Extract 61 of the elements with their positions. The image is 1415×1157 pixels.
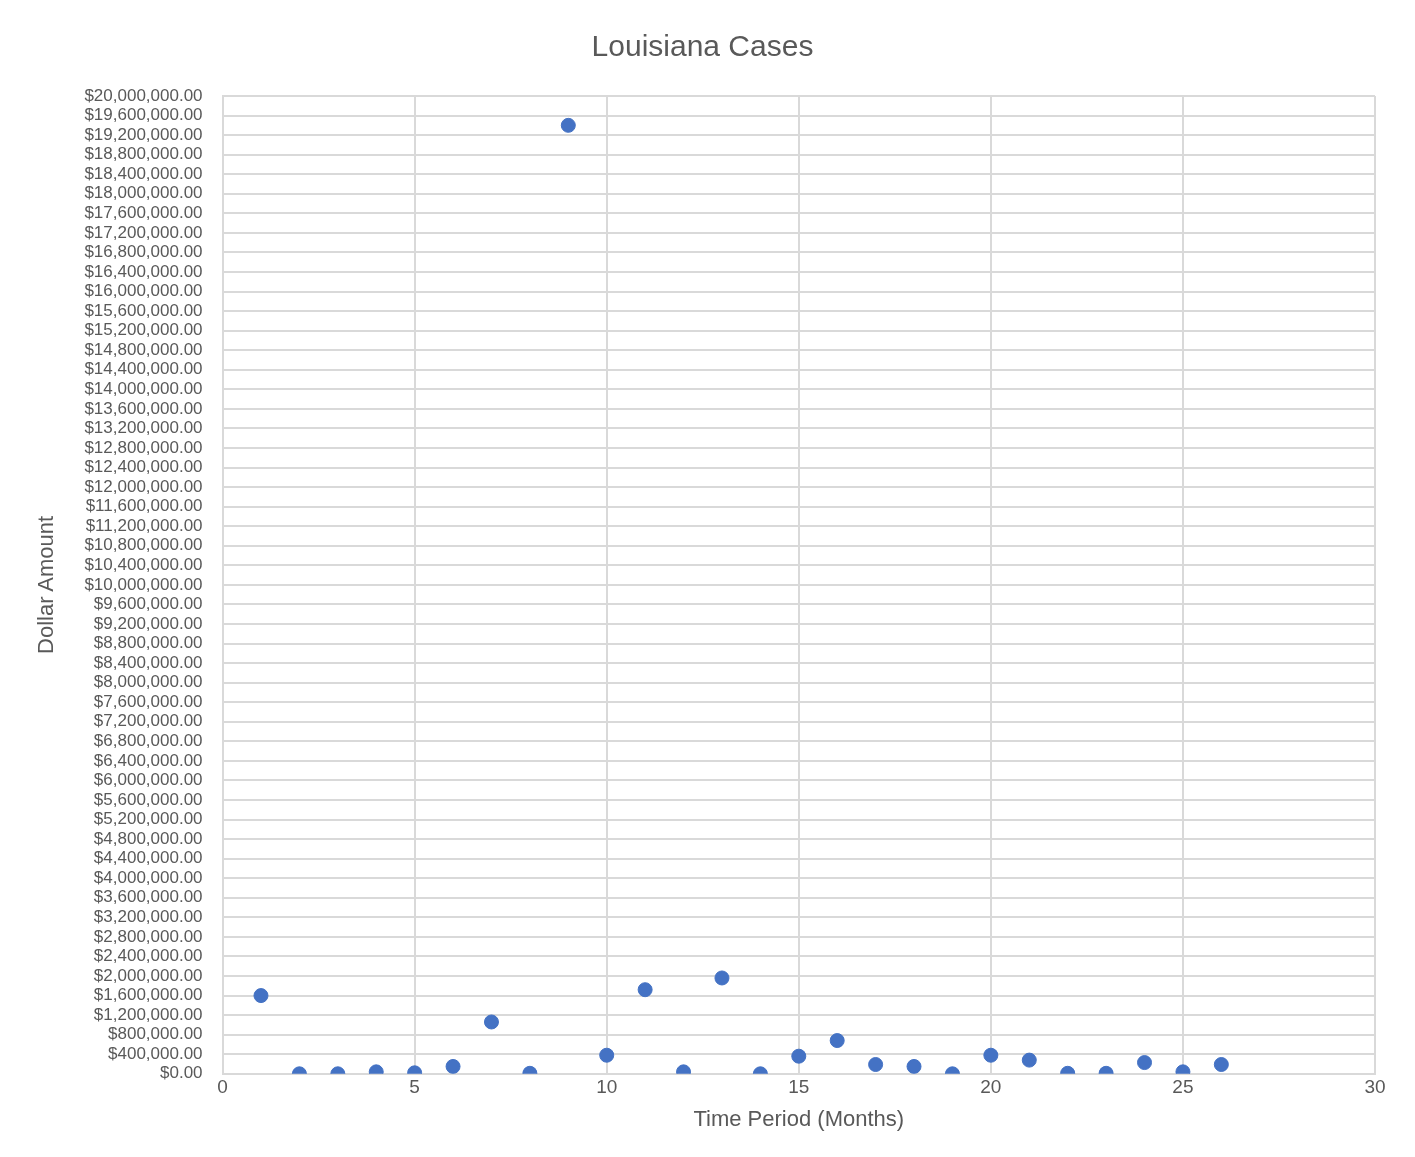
y-tick-label: $6,400,000.00 xyxy=(93,750,203,770)
y-tick-label: $20,000,000.00 xyxy=(84,85,203,105)
y-tick-label: $3,600,000.00 xyxy=(93,887,203,907)
y-tick-label: $19,600,000.00 xyxy=(84,105,203,125)
y-tick-label: $4,800,000.00 xyxy=(93,828,203,848)
y-tick-label: $11,600,000.00 xyxy=(85,496,203,516)
y-tick-label: $18,000,000.00 xyxy=(84,183,203,203)
y-tick-label: $15,600,000.00 xyxy=(84,300,203,320)
x-tick-label: 25 xyxy=(1172,1076,1194,1098)
y-tick-label: $9,600,000.00 xyxy=(93,594,203,614)
y-tick-label: $10,400,000.00 xyxy=(84,555,203,575)
y-tick-label: $4,400,000.00 xyxy=(93,848,203,868)
y-tick-label: $17,200,000.00 xyxy=(84,222,203,242)
x-tick-label: 15 xyxy=(788,1076,810,1098)
y-tick-label: $12,000,000.00 xyxy=(84,476,203,496)
y-tick-label: $3,200,000.00 xyxy=(93,907,203,927)
y-tick-label: $800,000.00 xyxy=(108,1024,203,1044)
x-tick-label: 30 xyxy=(1364,1076,1386,1098)
y-tick-label: $4,000,000.00 xyxy=(93,867,203,887)
y-tick-label: $16,400,000.00 xyxy=(84,261,203,281)
x-tick-label: 10 xyxy=(596,1076,618,1098)
y-tick-label: $8,400,000.00 xyxy=(93,652,203,672)
y-tick-label: $9,200,000.00 xyxy=(93,613,203,633)
y-tick-label: $1,600,000.00 xyxy=(93,985,203,1005)
y-tick-label: $14,400,000.00 xyxy=(84,359,203,379)
x-tick-label: 0 xyxy=(217,1076,228,1098)
y-tick-label: $18,400,000.00 xyxy=(84,163,203,183)
y-tick-label: $16,800,000.00 xyxy=(84,242,203,262)
y-tick-label: $13,600,000.00 xyxy=(84,398,203,418)
y-tick-label: $0.00 xyxy=(160,1063,203,1083)
y-tick-label: $10,800,000.00 xyxy=(84,535,203,555)
y-tick-label: $2,400,000.00 xyxy=(93,946,203,966)
y-tick-label: $6,000,000.00 xyxy=(93,770,203,790)
y-tick-label: $400,000.00 xyxy=(108,1043,203,1063)
y-tick-label: $16,000,000.00 xyxy=(84,281,203,301)
y-tick-label: $10,000,000.00 xyxy=(84,574,203,594)
y-axis-title: Dollar Amount xyxy=(33,515,59,654)
y-tick-label: $2,000,000.00 xyxy=(93,965,203,985)
x-tick-label: 20 xyxy=(980,1076,1002,1098)
y-tick-label: $13,200,000.00 xyxy=(84,418,203,438)
y-tick-label: $7,600,000.00 xyxy=(93,691,203,711)
y-tick-label: $1,200,000.00 xyxy=(93,1004,203,1024)
y-tick-label: $12,400,000.00 xyxy=(84,457,203,477)
y-tick-label: $8,800,000.00 xyxy=(93,633,203,653)
chart-title: Louisiana Cases xyxy=(591,29,814,63)
y-tick-label: $6,800,000.00 xyxy=(93,731,203,751)
y-tick-label: $12,800,000.00 xyxy=(84,437,203,457)
y-tick-label: $14,000,000.00 xyxy=(84,379,203,399)
x-axis-title: Time Period (Months) xyxy=(693,1105,905,1131)
y-tick-label: $17,600,000.00 xyxy=(84,203,203,223)
y-tick-label: $15,200,000.00 xyxy=(84,320,203,340)
y-tick-label: $11,200,000.00 xyxy=(85,515,203,535)
y-tick-label: $5,200,000.00 xyxy=(93,809,203,829)
y-tick-label: $19,200,000.00 xyxy=(84,124,203,144)
y-tick-label: $14,800,000.00 xyxy=(84,339,203,359)
y-tick-label: $8,000,000.00 xyxy=(93,672,203,692)
y-tick-label: $7,200,000.00 xyxy=(93,711,203,731)
x-tick-label: 5 xyxy=(409,1076,420,1098)
y-tick-label: $5,600,000.00 xyxy=(93,789,203,809)
y-tick-label: $18,800,000.00 xyxy=(84,144,203,164)
y-tick-label: $2,800,000.00 xyxy=(93,926,203,946)
